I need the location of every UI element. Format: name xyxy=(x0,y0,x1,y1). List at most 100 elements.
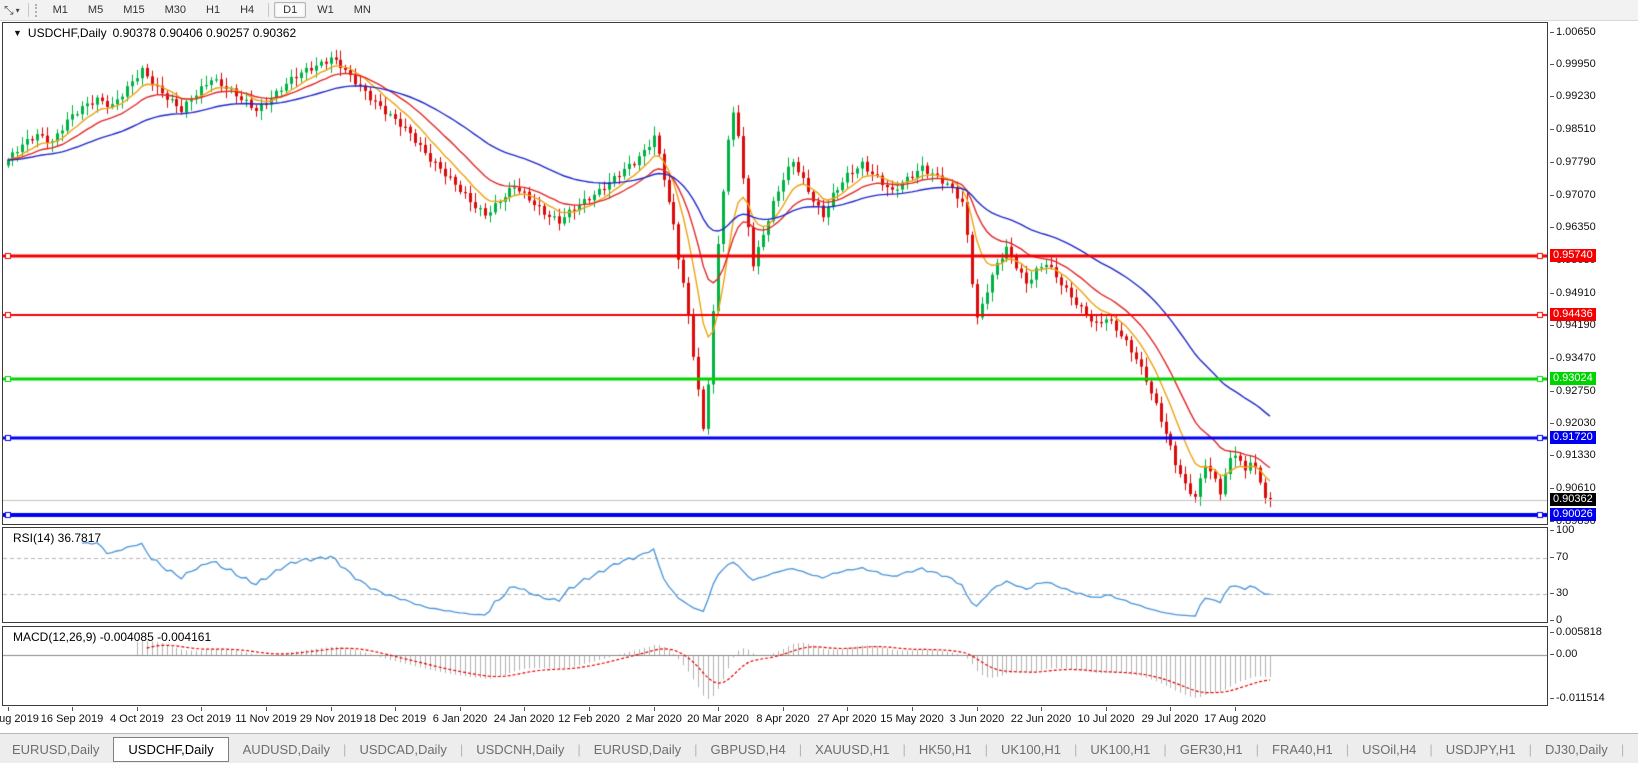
symbol-tab-usoil[interactable]: USOil,H4 xyxy=(1362,741,1417,757)
date-label: 10 Jul 2020 xyxy=(1077,713,1135,725)
date-tick xyxy=(654,707,655,711)
date-tick xyxy=(331,707,332,711)
date-tick xyxy=(201,707,202,711)
rsi-canvas[interactable] xyxy=(3,528,1547,622)
date-tick xyxy=(718,707,719,711)
crosshair-tool-icon[interactable]: ⤡ ▾ xyxy=(4,2,20,17)
level-price-label: 0.91720 xyxy=(1550,431,1596,445)
date-tick xyxy=(266,707,267,711)
symbol-tab-gbpusd[interactable]: GBPUSD,H4 xyxy=(710,741,786,757)
toolbar-separator xyxy=(268,3,270,17)
date-label: 4 Oct 2019 xyxy=(110,713,164,725)
toolbar-grip-handle[interactable] xyxy=(34,3,37,17)
symbol-tab-eurusd[interactable]: EURUSD,Daily xyxy=(12,741,100,757)
price-tick-label: 0.94190 xyxy=(1550,319,1596,332)
date-tick xyxy=(589,707,590,711)
macd-label: MACD(12,26,9) -0.004085 -0.004161 xyxy=(13,630,212,644)
price-chart-canvas[interactable] xyxy=(3,23,1547,524)
symbol-tab-china300[interactable]: CHINA300,H1 xyxy=(1625,738,1638,761)
date-label: 11 Nov 2019 xyxy=(235,713,297,725)
price-tick-label: 0.92750 xyxy=(1550,384,1596,397)
price-tick-label: 0.98510 xyxy=(1550,123,1596,136)
tab-separator: | xyxy=(1429,741,1433,757)
date-label: 29 Jul 2020 xyxy=(1141,713,1199,725)
date-tick xyxy=(8,707,9,711)
date-label: 6 Jan 2020 xyxy=(432,713,488,725)
date-tick xyxy=(783,707,784,711)
rsi-label: RSI(14) 36.7817 xyxy=(13,531,102,545)
chart-title: ▼ USDCHF,Daily 0.90378 0.90406 0.90257 0… xyxy=(13,26,296,40)
date-label: 8 Apr 2020 xyxy=(756,713,810,725)
chart-dropdown-icon[interactable]: ▼ xyxy=(13,28,22,38)
date-tick xyxy=(524,707,525,711)
level-price-label: 0.93024 xyxy=(1550,372,1596,386)
symbol-tab-usdchf[interactable]: USDCHF,Daily xyxy=(113,736,229,762)
tab-separator: | xyxy=(694,741,698,757)
timeframe-button-h4[interactable]: H4 xyxy=(240,4,255,16)
chevron-down-icon: ▾ xyxy=(15,5,20,15)
timeframe-button-m30[interactable]: M30 xyxy=(164,4,186,16)
date-label: 29 Nov 2019 xyxy=(299,713,363,725)
date-tick xyxy=(72,707,73,711)
timeframe-button-h1[interactable]: H1 xyxy=(206,4,221,16)
symbol-tab-usdcnh[interactable]: USDCNH,Daily xyxy=(476,741,565,757)
tab-separator: | xyxy=(577,741,581,757)
symbol-tab-usdcad[interactable]: USDCAD,Daily xyxy=(359,741,447,757)
date-tick xyxy=(1170,707,1171,711)
symbol-tab-dj30[interactable]: DJ30,Daily xyxy=(1544,741,1608,757)
rsi-scale-label: 70 xyxy=(1549,551,1569,563)
price-tick-label: 0.90610 xyxy=(1550,481,1596,494)
symbol-tab-uk100[interactable]: UK100,H1 xyxy=(1090,741,1151,757)
price-tick-label: 0.96350 xyxy=(1550,221,1596,234)
macd-scale-label: 0.005818 xyxy=(1550,626,1602,638)
tab-separator: | xyxy=(1163,741,1167,757)
symbol-tab-audusd[interactable]: AUDUSD,Daily xyxy=(242,741,331,757)
symbol-tab-eurusd[interactable]: EURUSD,Daily xyxy=(593,741,682,757)
date-tick xyxy=(912,707,913,711)
timeframe-button-mn[interactable]: MN xyxy=(353,4,371,16)
date-label: 24 Jan 2020 xyxy=(493,713,555,725)
chart-ohlc-values: 0.90378 0.90406 0.90257 0.90362 xyxy=(112,26,297,40)
date-tick xyxy=(977,707,978,711)
symbol-tab-usdjpy[interactable]: USDJPY,H1 xyxy=(1445,741,1516,757)
symbol-tab-bar: EURUSD,Daily USDCHF,Daily AUDUSD,Daily | USD… xyxy=(0,733,1638,763)
date-label: 12 Feb 2020 xyxy=(558,713,620,725)
symbol-tab-fra40[interactable]: FRA40,H1 xyxy=(1272,741,1333,757)
level-price-label: 0.95740 xyxy=(1550,248,1596,262)
tab-separator: | xyxy=(984,741,989,757)
price-tick-label: 0.99230 xyxy=(1550,90,1596,103)
price-tick-label: 0.93470 xyxy=(1550,351,1596,364)
price-tick-label: 0.99950 xyxy=(1550,57,1596,70)
macd-canvas[interactable] xyxy=(3,627,1547,705)
price-tick-label: 0.91330 xyxy=(1550,449,1596,462)
timeframe-button-d1[interactable]: D1 xyxy=(274,2,307,18)
date-label: 27 Apr 2020 xyxy=(817,713,877,725)
symbol-tab-ger30[interactable]: GER30,H1 xyxy=(1179,741,1243,757)
timeframe-button-m1[interactable]: M1 xyxy=(52,4,68,16)
date-tick xyxy=(1235,707,1236,711)
timeframe-toolbar: ⤡ ▾ M1 M5 M15 M30 H1 H4 D1 W1 MN xyxy=(0,0,1638,21)
date-label: 15 May 2020 xyxy=(880,713,944,725)
timeframe-button-m5[interactable]: M5 xyxy=(87,4,104,16)
symbol-tab-hk50[interactable]: HK50,H1 xyxy=(918,741,972,757)
date-label: 2 Mar 2020 xyxy=(626,713,682,725)
macd-scale-label: -0.011514 xyxy=(1550,691,1605,704)
toolbar-separator xyxy=(27,3,29,17)
tab-separator: | xyxy=(459,741,464,757)
macd-indicator-pane[interactable]: MACD(12,26,9) -0.004085 -0.004161 xyxy=(2,626,1548,706)
chart-symbol-label: USDCHF,Daily xyxy=(27,26,107,40)
date-label: 28 Aug 2019 xyxy=(0,713,39,725)
symbol-tab-uk100[interactable]: UK100,H1 xyxy=(1001,741,1062,757)
current-price-label: 0.90362 xyxy=(1550,493,1596,507)
date-label: 18 Dec 2019 xyxy=(363,713,427,725)
symbol-tab-xauusd[interactable]: XAUUSD,H1 xyxy=(815,741,890,757)
timeframe-button-m15[interactable]: M15 xyxy=(123,4,145,16)
tab-separator: | xyxy=(1528,741,1532,757)
timeframe-button-w1[interactable]: W1 xyxy=(317,4,334,16)
price-chart-pane[interactable]: ▼ USDCHF,Daily 0.90378 0.90406 0.90257 0… xyxy=(2,22,1548,525)
rsi-indicator-pane[interactable]: RSI(14) 36.7817 xyxy=(2,527,1548,623)
date-tick xyxy=(1041,707,1042,711)
price-axis[interactable]: 1.00650 0.99950 0.99230 0.98510 0.97790 0.970… xyxy=(1549,22,1638,728)
